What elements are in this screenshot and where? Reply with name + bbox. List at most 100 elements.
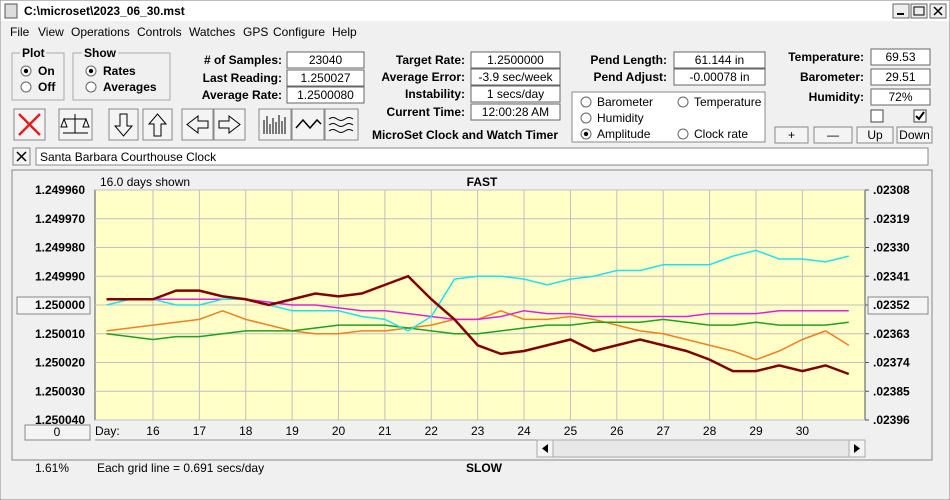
- maximize-button[interactable]: [910, 3, 928, 19]
- y-tick-label: 1.249960: [35, 183, 85, 197]
- field-label: Average Error:: [381, 70, 465, 84]
- x-tick-label: 19: [285, 424, 299, 438]
- radio[interactable]: [20, 81, 32, 93]
- field-label: Temperature:: [788, 50, 864, 64]
- x-tick-label: 16: [146, 424, 160, 438]
- description: Santa Barbara Courthouse Clock: [40, 150, 217, 164]
- down-icon: [113, 113, 134, 137]
- title-bar: [1, 1, 949, 21]
- lines-icon: [328, 117, 354, 133]
- radio-dot: [583, 131, 589, 137]
- field-box: [470, 51, 561, 69]
- days-shown: 16.0 days shown: [100, 175, 190, 189]
- group-title-bg: [20, 46, 46, 60]
- offset-button[interactable]: [24, 424, 91, 441]
- y-tick-label: 1.249990: [35, 269, 85, 283]
- radio[interactable]: [85, 81, 97, 93]
- field-label: Last Reading:: [203, 71, 282, 85]
- button[interactable]: [774, 126, 809, 144]
- menu-item[interactable]: Help: [332, 25, 357, 39]
- y2-tick-label: .02396: [873, 413, 910, 427]
- x-tick-label: 20: [332, 424, 346, 438]
- wave-icon: [295, 118, 322, 130]
- menu-item[interactable]: View: [38, 25, 64, 39]
- radio[interactable]: [677, 128, 689, 140]
- group-title: Plot: [22, 46, 45, 60]
- description-field[interactable]: [35, 147, 929, 166]
- y-tick-label: 1.250030: [35, 384, 85, 398]
- button[interactable]: [896, 126, 933, 144]
- field-value: 61.144 in: [695, 53, 744, 67]
- button[interactable]: [813, 126, 853, 144]
- field-value: 1 secs/day: [487, 87, 544, 101]
- menu-item[interactable]: Operations: [71, 25, 130, 39]
- field-box: [870, 68, 931, 86]
- menu-item[interactable]: Configure: [273, 25, 325, 39]
- field-value: -3.9 sec/week: [478, 70, 553, 84]
- group-title-bg: [82, 46, 118, 60]
- close-glyph: [933, 6, 943, 16]
- menu-item[interactable]: Controls: [137, 25, 182, 39]
- legend-label: Barometer: [597, 95, 653, 109]
- y-tick-label: 1.250040: [35, 413, 85, 427]
- radio[interactable]: [580, 96, 592, 108]
- button-label: +: [788, 128, 795, 142]
- menu-item[interactable]: Watches: [189, 25, 235, 39]
- field-value: -0.00078 in: [689, 70, 749, 84]
- right-icon: [218, 114, 241, 135]
- x-tick-label: 17: [193, 424, 207, 438]
- y2-tick-label: .02352: [873, 298, 910, 312]
- field-value: 29.51: [885, 70, 915, 84]
- field-box: [870, 48, 931, 66]
- axis-button[interactable]: [16, 296, 91, 315]
- field-box: [286, 86, 365, 104]
- y2-tick-label: .02330: [873, 241, 910, 255]
- y2-tick-label: .02308: [873, 183, 910, 197]
- field-label: Pend Length:: [590, 53, 667, 67]
- legend-box: [571, 91, 766, 143]
- app-icon: [4, 3, 18, 19]
- field-box: [673, 51, 766, 69]
- axis-button[interactable]: [867, 296, 929, 315]
- y2-tick-label: .02385: [873, 384, 910, 398]
- scroll-left-glyph: [542, 444, 548, 453]
- legend-label: Clock rate: [694, 127, 748, 141]
- button-label: Down: [899, 128, 930, 142]
- window-controls[interactable]: [892, 3, 947, 19]
- x-tick-label: 27: [657, 424, 671, 438]
- field-box: [470, 85, 561, 103]
- minimize-button[interactable]: [892, 3, 910, 19]
- y-tick-label: 1.250010: [35, 327, 85, 341]
- series-line: [106, 274, 850, 376]
- menu-item[interactable]: GPS: [243, 25, 268, 39]
- bars-icon: [263, 115, 286, 134]
- radio[interactable]: [580, 112, 592, 124]
- legend-label: Amplitude: [597, 127, 651, 141]
- series-line: [106, 249, 849, 332]
- scroll-right-glyph: [854, 444, 860, 453]
- left-icon: [186, 114, 209, 135]
- radio-label: Averages: [103, 80, 157, 94]
- percent: 1.61%: [35, 461, 69, 475]
- check-mark: [915, 111, 925, 121]
- offset-label: 0: [54, 425, 61, 439]
- tool-button[interactable]: [291, 108, 325, 141]
- field-box: [870, 88, 931, 106]
- fast-label: FAST: [467, 175, 498, 189]
- window-title: C:\microset\2023_06_30.mst: [24, 4, 185, 18]
- button-label: —: [827, 128, 839, 142]
- menu-item[interactable]: File: [10, 25, 30, 39]
- button[interactable]: [856, 126, 894, 144]
- legend-label: Humidity: [597, 111, 644, 125]
- scrollbar[interactable]: [536, 439, 866, 458]
- field-label: Barometer:: [800, 70, 864, 84]
- maximize-glyph: [913, 6, 925, 16]
- field-box: [673, 68, 766, 86]
- y-tick-label: 1.249980: [35, 241, 85, 255]
- field-label: Pend Adjust:: [593, 70, 667, 84]
- x-tick-label: 18: [239, 424, 253, 438]
- checkbox[interactable]: [870, 109, 884, 123]
- radio[interactable]: [677, 96, 689, 108]
